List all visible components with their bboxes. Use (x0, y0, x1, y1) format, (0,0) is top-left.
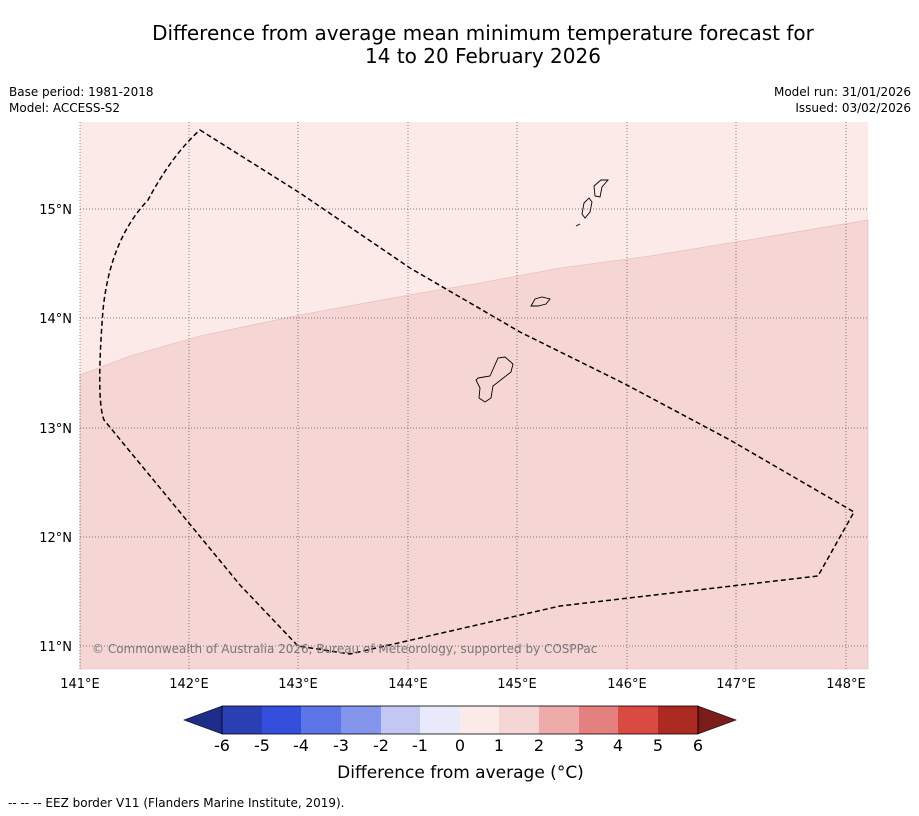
map-gridlines (79, 122, 868, 669)
island-rota (530, 296, 551, 307)
lat-label: 14°N (39, 312, 72, 327)
colorbar-tick-label: -2 (373, 736, 389, 755)
map-panel (79, 122, 869, 670)
lon-label: 147°E (716, 677, 756, 692)
lon-label: 146°E (607, 677, 647, 692)
colorbar-swatch (341, 706, 381, 734)
coastlines (475, 179, 609, 403)
colorbar-swatch (579, 706, 618, 734)
meta-left: Base period: 1981-2018 Model: ACCESS-S2 (9, 84, 154, 116)
chart-title: Difference from average mean minimum tem… (0, 22, 919, 68)
lat-label: 11°N (39, 640, 72, 655)
colorbar-swatch (222, 706, 262, 734)
colorbar (183, 705, 737, 735)
colorbar-tick-label: 0 (455, 736, 465, 755)
lon-label: 141°E (60, 677, 100, 692)
colorbar-tick-label: 2 (534, 736, 544, 755)
colorbar-swatch (381, 706, 420, 734)
colorbar-extend-high (697, 705, 737, 735)
colorbar-ticks: -6 -5 -4 -3 -2 -1 0 1 2 3 4 5 6 (214, 736, 703, 755)
lon-labels: 141°E 142°E 143°E 144°E 145°E 146°E 147°… (60, 677, 866, 692)
copyright-text: © Commonwealth of Australia 2026, Bureau… (92, 642, 597, 656)
colorbar-tick-label: 1 (494, 736, 504, 755)
title-line-2: 14 to 20 February 2026 (365, 44, 601, 68)
island-tinian (581, 197, 593, 219)
colorbar-tick-label: -5 (254, 736, 270, 755)
colorbar-tick-label: -1 (412, 736, 428, 755)
colorbar-unit: °C) (556, 763, 584, 783)
colorbar-tick-label: 5 (653, 736, 663, 755)
colorbar-tick-label: -6 (214, 736, 230, 755)
colorbar-tick-label: 4 (613, 736, 623, 755)
colorbar-swatch (301, 706, 341, 734)
colorbar-extend-low (183, 705, 223, 735)
colorbar-outline (221, 705, 699, 735)
island-saipan (593, 179, 609, 198)
colorbar-label: Difference from average (°C) (0, 763, 919, 783)
lat-label: 15°N (39, 203, 72, 218)
model-run: Model run: 31/01/2026 (773, 85, 911, 99)
colorbar-label-text: Difference from average ( (337, 763, 557, 783)
lon-label: 142°E (169, 677, 209, 692)
footnote: -- -- -- EEZ border V11 (Flanders Marine… (8, 796, 345, 810)
meta-right: Model run: 31/01/2026 Issued: 03/02/2026 (774, 84, 911, 116)
lon-label: 143°E (278, 677, 318, 692)
lat-label: 13°N (39, 422, 72, 437)
island-aguijan (575, 223, 581, 227)
colorbar-tick-label: -3 (333, 736, 349, 755)
colorbar-swatch (539, 706, 579, 734)
lon-label: 148°E (826, 677, 866, 692)
eez-border (98, 129, 856, 655)
colorbar-swatch (618, 706, 658, 734)
colorbar-tick-label: 3 (574, 736, 584, 755)
region-anomaly-1-to-2 (79, 219, 869, 670)
colorbar-tick-label: 6 (693, 736, 703, 755)
colorbar-swatch (658, 706, 698, 734)
base-period: Base period: 1981-2018 (9, 85, 154, 99)
lon-label: 144°E (388, 677, 428, 692)
model-name: Model: ACCESS-S2 (9, 101, 121, 115)
issued-date: Issued: 03/02/2026 (795, 101, 911, 115)
lat-labels: 15°N 14°N 13°N 12°N 11°N (39, 203, 72, 655)
colorbar-swatch (262, 706, 301, 734)
colorbar-tick-label: -4 (293, 736, 309, 755)
colorbar-swatch (420, 706, 460, 734)
island-guam (475, 356, 514, 403)
colorbar-swatch (499, 706, 539, 734)
lat-label: 12°N (39, 531, 72, 546)
colorbar-swatch (460, 706, 499, 734)
title-line-1: Difference from average mean minimum tem… (152, 21, 814, 45)
lon-label: 145°E (497, 677, 537, 692)
